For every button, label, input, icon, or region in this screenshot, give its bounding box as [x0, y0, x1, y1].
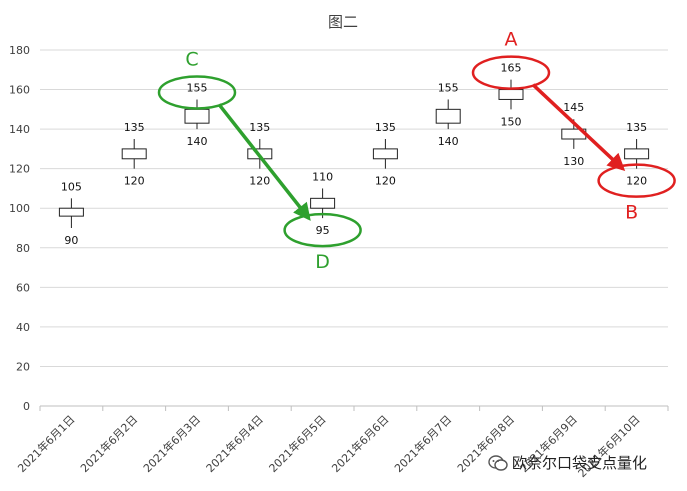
candle-body [310, 197, 336, 209]
y-tick-label: 80 [16, 242, 30, 255]
annotation-letter-d: D [315, 251, 330, 273]
y-tick-label: 40 [16, 321, 30, 334]
data-labels: 105 90 135 120 155 140 135 120 110 95 135 120 155 140… [61, 62, 647, 247]
high-label: 155 [187, 81, 208, 94]
y-tick-label: 160 [9, 84, 30, 97]
x-tick-label: 2021年6月5日 [266, 412, 329, 475]
high-label: 110 [312, 170, 333, 183]
high-label: 135 [249, 121, 270, 134]
low-label: 140 [438, 135, 459, 148]
annotations: A B C D [157, 29, 676, 273]
candle-body [372, 148, 398, 160]
y-tick-label: 0 [23, 400, 30, 413]
low-label: 140 [187, 135, 208, 148]
x-tick-label: 2021年6月4日 [203, 412, 266, 475]
low-label: 120 [375, 175, 396, 188]
high-label: 105 [61, 180, 82, 193]
low-label: 95 [316, 224, 330, 237]
chart-title: 图二 [328, 13, 358, 31]
watermark-text: 欧奈尔口袋支点量化 [512, 454, 648, 472]
high-label: 135 [626, 121, 647, 134]
annotation-circle-a [471, 55, 551, 90]
annotation-letter-a: A [505, 29, 518, 51]
x-tick-label: 2021年6月7日 [391, 412, 454, 475]
annotation-circle-d [283, 212, 362, 248]
candle-body [624, 148, 650, 160]
low-label: 120 [124, 175, 145, 188]
y-tick-label: 100 [9, 202, 30, 215]
arrow-c-to-d [217, 103, 311, 221]
wechat-icon [488, 454, 508, 471]
high-label: 135 [375, 121, 396, 134]
low-label: 120 [249, 175, 270, 188]
x-tick-label: 2021年6月1日 [15, 412, 78, 475]
y-tick-label: 60 [16, 281, 30, 294]
arrow-a-to-b [531, 83, 626, 172]
low-label: 150 [501, 115, 522, 128]
low-label: 90 [64, 234, 78, 247]
y-tick-label: 140 [9, 123, 30, 136]
low-label: 130 [563, 155, 584, 168]
watermark: 欧奈尔口袋支点量化 [488, 452, 647, 473]
y-tick-label: 180 [9, 44, 30, 57]
candle-body [498, 89, 524, 100]
x-tick-label: 2021年6月6日 [329, 412, 392, 475]
annotation-letter-b: B [625, 202, 638, 224]
annotation-circle-c [157, 75, 237, 110]
high-label: 135 [124, 121, 145, 134]
candles [58, 79, 650, 228]
annotation-circle-b [597, 163, 676, 198]
y-axis: 0 20 40 60 80 100 120 140 160 180 [9, 44, 30, 413]
y-tick-label: 20 [16, 360, 30, 373]
high-label: 165 [501, 62, 522, 75]
candle-body [121, 148, 147, 160]
gridlines [40, 49, 668, 407]
high-label: 145 [563, 101, 584, 114]
candle-body [184, 108, 210, 124]
x-tick-label: 2021年6月2日 [77, 412, 140, 475]
candle-body [435, 108, 461, 124]
high-label: 155 [438, 81, 459, 94]
annotation-letter-c: C [185, 48, 198, 70]
candle-body [58, 207, 84, 217]
low-label: 120 [626, 175, 647, 188]
y-tick-label: 120 [9, 163, 30, 176]
x-tick-label: 2021年6月3日 [140, 412, 203, 475]
